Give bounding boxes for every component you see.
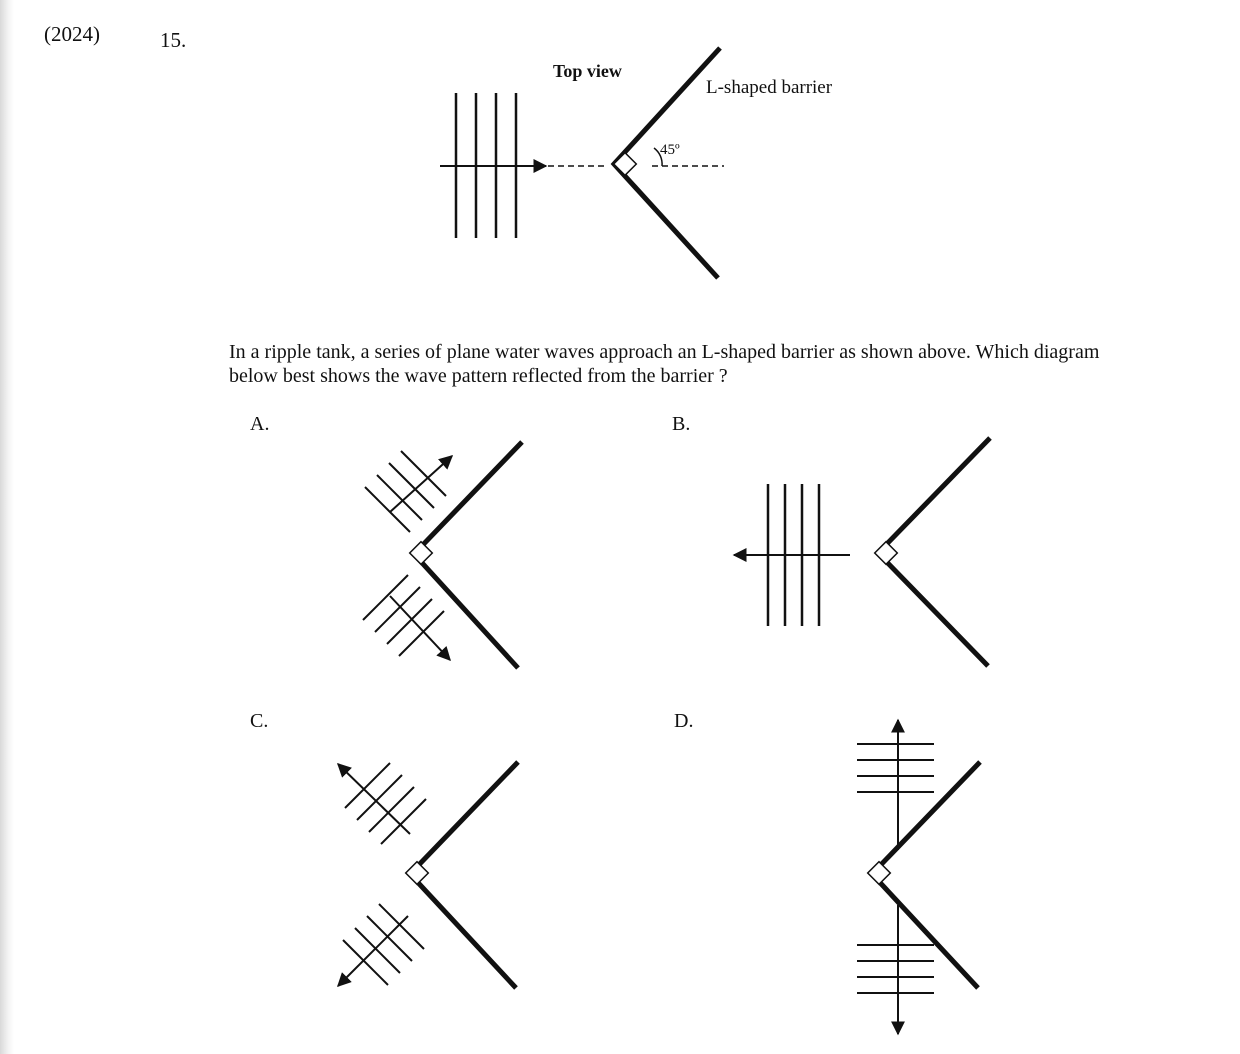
angle-arc	[653, 147, 663, 167]
option-d-diagram	[857, 718, 982, 1036]
lower-wavefronts	[342, 903, 425, 986]
lower-ray-arrow	[389, 595, 451, 662]
option-d-label: D.	[674, 710, 694, 732]
option-a-label: A.	[250, 413, 270, 435]
upper-ray-arrow	[389, 455, 454, 513]
page-edge-shadow	[0, 0, 14, 1054]
question-year: (2024)	[44, 22, 100, 46]
right-angle-marker	[408, 540, 434, 566]
lower-wavefronts	[362, 574, 445, 657]
option-b-diagram	[732, 436, 992, 668]
question-text: In a ripple tank, a series of plane wate…	[229, 341, 1100, 387]
upper-wavefronts	[344, 762, 427, 845]
top-view-label: Top view	[553, 61, 622, 81]
question-number: 15.	[160, 28, 187, 52]
barrier-label: L-shaped barrier	[706, 77, 833, 98]
right-angle-marker	[612, 151, 638, 177]
upper-ray-arrow	[336, 763, 411, 835]
lower-ray-arrow	[337, 915, 409, 987]
right-angle-marker	[873, 540, 899, 566]
upper-wavefronts	[364, 450, 447, 533]
lower-wavefronts	[857, 944, 934, 994]
option-b-label: B.	[672, 413, 691, 435]
option-a-diagram	[362, 440, 524, 670]
angle-label: 45º	[660, 142, 680, 158]
top-view-diagram: 45º Top view L-shaped barrier	[440, 46, 833, 280]
option-c-diagram	[336, 760, 520, 990]
right-angle-marker	[866, 860, 892, 886]
option-c-label: C.	[250, 710, 269, 732]
upper-wavefronts	[857, 743, 934, 793]
right-angle-marker	[404, 860, 430, 886]
